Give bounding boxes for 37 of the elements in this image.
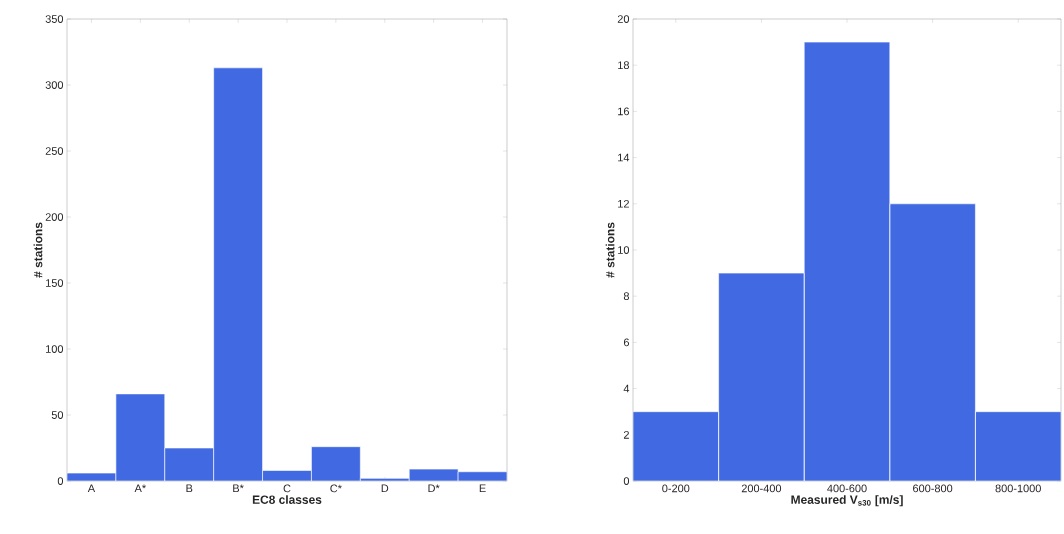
y-tick-label: 16 — [618, 107, 629, 116]
x-tick-label: D* — [428, 484, 440, 493]
y-tick-label: 2 — [623, 430, 629, 439]
y-tick-label: 0 — [57, 477, 64, 485]
y-tick-label: 20 — [617, 15, 630, 23]
y-tick-label: 50 — [51, 411, 64, 419]
y-tick-label: 18 — [618, 61, 629, 70]
x-tick-label: D — [381, 484, 389, 493]
y-tick-label: 8 — [623, 292, 629, 301]
x-tick-label: 800-1000 — [995, 484, 1041, 493]
y-tick-label: 6 — [623, 338, 629, 347]
x-tick-label: C* — [330, 484, 342, 493]
y-tick-label: 10 — [618, 246, 630, 254]
x-tick-label: B* — [233, 484, 244, 493]
x-tick-label: 200-400 — [741, 484, 782, 493]
y-tick-label: 150 — [46, 279, 64, 287]
y-tick-label: 4 — [623, 384, 630, 393]
y-axis-title: # stations — [605, 222, 615, 278]
x-tick-label: C — [283, 484, 291, 493]
x-tick-label: 400-600 — [827, 484, 867, 493]
y-tick-label: 12 — [618, 199, 629, 208]
y-tick-label: 0 — [623, 477, 630, 485]
y-tick-label: 200 — [45, 213, 64, 221]
x-tick-label: 600-800 — [913, 484, 953, 493]
y-tick-label: 14 — [618, 153, 630, 162]
y-tick-label: 300 — [45, 81, 64, 89]
x-axis-title: EC8 classes — [252, 495, 322, 504]
x-tick-label: E — [479, 484, 486, 493]
y-tick-label: 250 — [45, 147, 64, 155]
y-axis-title: # stations — [33, 222, 43, 278]
x-tick-label: 0-200 — [662, 484, 690, 493]
x-tick-label: B — [186, 484, 193, 493]
y-tick-label: 100 — [46, 345, 64, 353]
x-tick-label: A — [87, 484, 96, 493]
x-axis-title: Measured V$_{s30}$ [m/s] — [791, 495, 903, 507]
x-tick-label: A* — [134, 484, 146, 493]
y-tick-label: 350 — [45, 15, 64, 23]
